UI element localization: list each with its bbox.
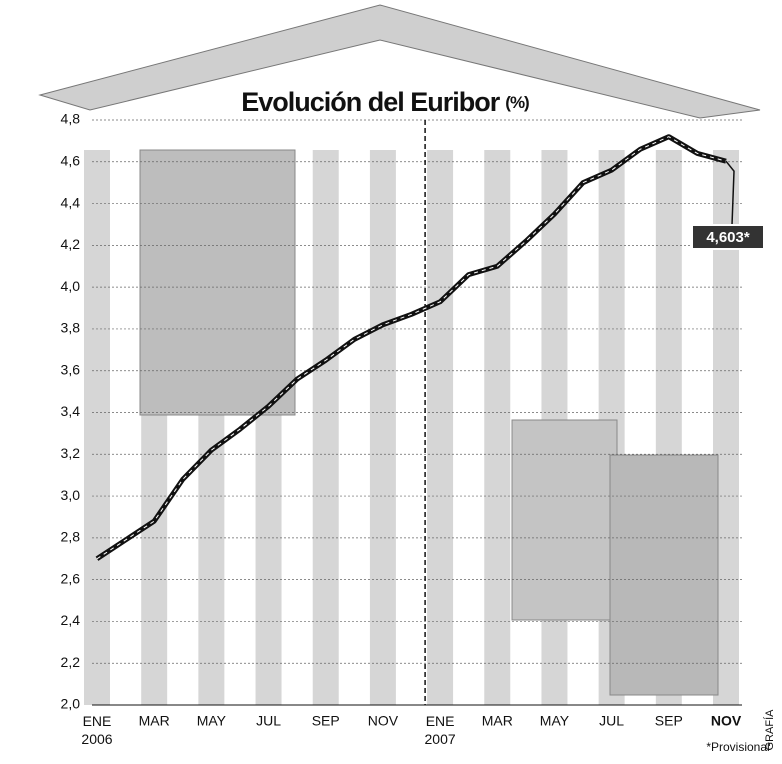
y-tick-label: 4,2 <box>61 236 81 252</box>
title-text: Evolución del Euribor <box>241 87 501 117</box>
x-tick-label: SEP <box>312 713 340 729</box>
x-tick-label: JUL <box>256 713 281 729</box>
y-tick-label: 4,0 <box>61 278 81 294</box>
chart-title: Evolución del Euribor(%) <box>241 87 529 117</box>
building-decoration <box>610 455 718 695</box>
y-tick-label: 4,6 <box>61 152 81 168</box>
footnote: *Provisional <box>706 740 769 754</box>
x-tick-label: MAR <box>139 713 170 729</box>
y-tick-label: 3,0 <box>61 487 81 503</box>
building-decoration <box>140 150 295 415</box>
title-unit: (%) <box>505 93 529 112</box>
plot-area: 2,0 2,2 2,4 2,6 2,8 3,0 3,2 3,4 3,6 3,8 4,0 4,2 4,4 4… <box>61 111 764 747</box>
x-tick-label: MAY <box>197 713 227 729</box>
x-tick-label: NOV <box>368 713 399 729</box>
x-tick-label: JUL <box>599 713 624 729</box>
chart: Evolución del Euribor(%) 2,0 2,2 2,4 2,6 2,8… <box>0 0 782 759</box>
y-tick-label: 2,6 <box>61 570 81 586</box>
x-tick-label: NOV <box>711 713 742 729</box>
y-tick-label: 2,8 <box>61 529 81 545</box>
credit: GRAFÍA <box>763 709 776 751</box>
y-tick-label: 4,8 <box>61 111 81 127</box>
building-decoration <box>512 420 617 620</box>
y-tick-label: 3,8 <box>61 320 81 336</box>
y-tick-label: 2,0 <box>61 696 81 712</box>
y-tick-label: 3,6 <box>61 361 81 377</box>
value-label: 4,603* <box>706 229 750 246</box>
x-tick-label: MAY <box>540 713 570 729</box>
y-tick-label: 2,2 <box>61 654 81 670</box>
y-tick-label: 4,4 <box>61 194 81 210</box>
y-tick-label: 2,4 <box>61 612 81 628</box>
x-tick-label: MAR <box>482 713 513 729</box>
x-tick-label: SEP <box>655 713 683 729</box>
y-tick-label: 3,4 <box>61 403 81 419</box>
y-tick-label: 3,2 <box>61 445 81 461</box>
